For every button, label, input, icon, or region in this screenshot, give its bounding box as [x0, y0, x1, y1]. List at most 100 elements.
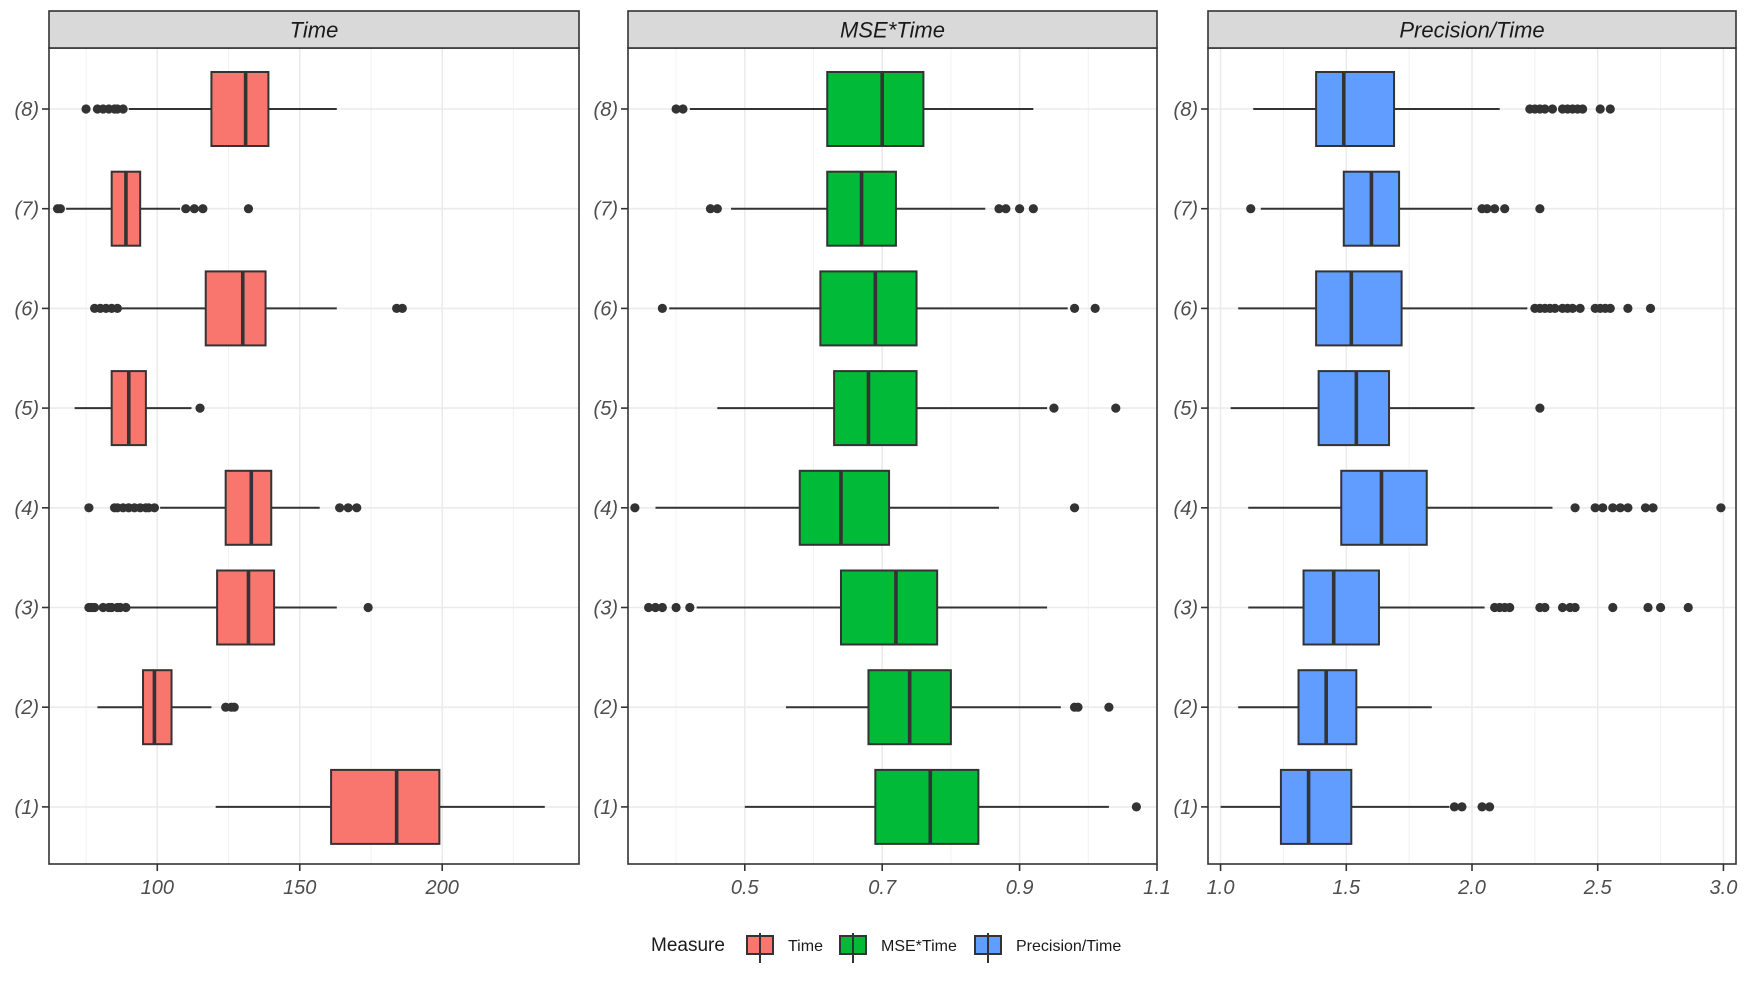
y-tick-label: (1) [1174, 797, 1198, 819]
iqr-box [224, 469, 273, 546]
strip-background [1207, 10, 1737, 49]
box-5 [717, 370, 1121, 447]
y-tick-label: (8) [1174, 99, 1198, 121]
outlier-point [1482, 204, 1492, 214]
box-2 [97, 669, 239, 746]
x-tick-label: 2.5 [1583, 877, 1613, 899]
box-1 [215, 768, 545, 845]
box-5 [74, 370, 205, 447]
outlier-point [198, 204, 208, 214]
legend: Measure Time MSE*Time Precision/Time [651, 933, 1121, 963]
outlier-point [189, 204, 199, 214]
outlier-point [1605, 303, 1615, 313]
panel-time: Time 100 150 200 (1) (2) (3) (4) (5) (6) (7) (8) [15, 10, 580, 899]
y-tick-label: (2) [594, 697, 618, 719]
outlier-point [1605, 104, 1615, 114]
outlier-point [1073, 702, 1083, 712]
x-tick-label: 1.0 [1207, 877, 1235, 899]
outlier-point [650, 602, 661, 613]
outlier-point [89, 602, 100, 613]
outlier-point [1570, 503, 1580, 513]
outlier-point [994, 204, 1004, 214]
iqr-box [1340, 469, 1428, 546]
outlier-point [712, 204, 722, 214]
outlier-point [229, 702, 239, 712]
y-tick-label: (3) [15, 598, 39, 620]
outlier-point [1028, 204, 1038, 214]
box-4 [84, 469, 362, 546]
y-tick-label: (4) [594, 498, 618, 520]
outlier-point [1069, 503, 1080, 513]
outlier-point [1590, 503, 1600, 513]
outlier-point [352, 503, 362, 513]
outlier-point [1104, 702, 1114, 712]
box-2 [786, 669, 1114, 746]
outlier-point [1547, 104, 1558, 114]
outlier-point [118, 104, 128, 114]
outlier-point [1540, 602, 1550, 613]
box-3 [1248, 569, 1693, 646]
iqr-box [798, 469, 891, 546]
box-7 [52, 170, 254, 247]
y-tick-label: (7) [15, 199, 39, 221]
outlier-point [705, 204, 716, 214]
outlier-point [1615, 503, 1625, 513]
outlier-point [644, 602, 654, 613]
iqr-box [142, 669, 173, 746]
outlier-point [1477, 802, 1487, 812]
y-tick-label: (5) [15, 398, 39, 420]
outlier-point [1655, 602, 1666, 613]
panel-title: Precision/Time [1399, 18, 1544, 43]
outlier-point [1608, 503, 1618, 513]
outlier-point [1648, 503, 1658, 513]
plot-background [49, 48, 579, 864]
iqr-box [1315, 71, 1396, 147]
outlier-point [685, 602, 695, 613]
y-tick-label: (6) [15, 298, 39, 320]
x-tick-label: 0.7 [868, 877, 897, 899]
box-2 [1238, 669, 1432, 746]
strip-background [48, 10, 580, 49]
outlier-point [181, 204, 191, 214]
legend-title: Measure [651, 935, 725, 956]
outlier-point [81, 104, 91, 114]
outlier-point [1595, 104, 1605, 114]
panel-precision-time: Precision/Time 1.0 1.5 2.0 2.5 3.0 (1) (2) (3) (4… [1174, 10, 1737, 899]
y-tick-label: (5) [1174, 398, 1198, 420]
outlier-point [1645, 303, 1656, 313]
outlier-point [1578, 104, 1588, 114]
box-1 [1220, 768, 1495, 845]
legend-label: MSE*Time [881, 938, 957, 955]
panel-mse-time: MSE*Time 0.5 0.7 0.9 1.1 (1) (2) (3) (4) (5) (6) (7… [594, 10, 1171, 899]
iqr-box [330, 768, 441, 845]
outlier-point [243, 204, 254, 214]
panel-title: Time [290, 18, 339, 43]
box-7 [705, 170, 1038, 247]
outlier-point [1683, 602, 1693, 613]
outlier-point [1505, 602, 1515, 613]
iqr-box [826, 71, 925, 147]
box-6 [1238, 270, 1656, 347]
x-tick-label: 150 [283, 877, 316, 899]
legend-label: Precision/Time [1016, 938, 1121, 955]
outlier-point [1131, 802, 1141, 812]
outlier-point [1049, 403, 1059, 413]
panel-title: MSE*Time [840, 18, 945, 43]
iqr-box [204, 270, 267, 347]
x-tick-label: 1.1 [1143, 877, 1171, 899]
outlier-point [1111, 403, 1121, 413]
box-7 [1246, 170, 1545, 247]
y-tick-label: (2) [15, 697, 39, 719]
outlier-point [671, 602, 681, 613]
outlier-point [1069, 303, 1080, 313]
box-1 [744, 768, 1141, 845]
y-tick-label: (7) [1174, 199, 1198, 221]
outlier-point [1490, 204, 1500, 214]
outlier-point [630, 503, 640, 513]
y-tick-label: (1) [15, 797, 39, 819]
outlier-point [657, 602, 667, 613]
iqr-box [819, 270, 918, 347]
iqr-box [210, 71, 270, 147]
outlier-point [1567, 303, 1578, 313]
